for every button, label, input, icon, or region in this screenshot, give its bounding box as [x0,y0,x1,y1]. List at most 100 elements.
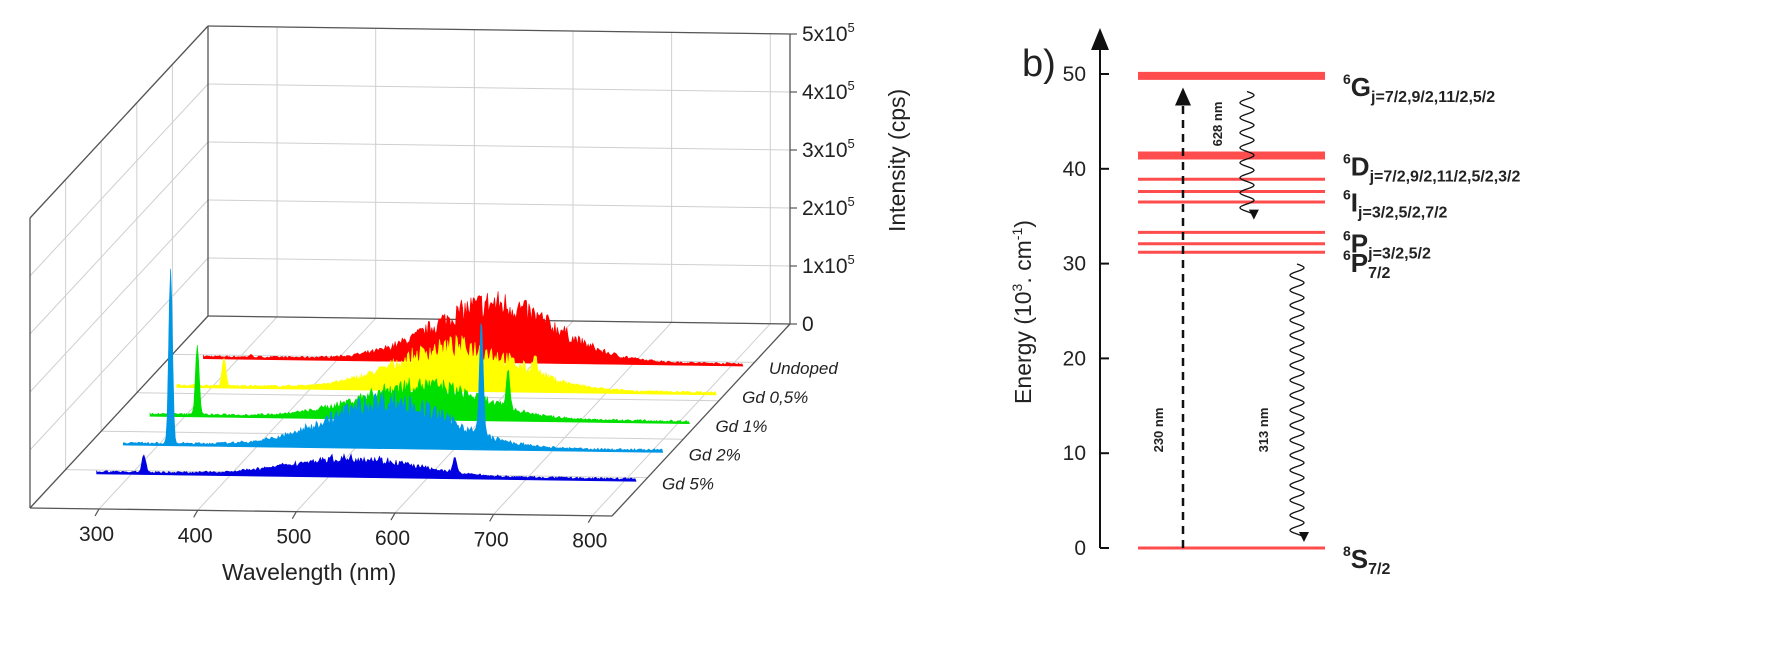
z-tick-mantissa: 2x10 [802,197,848,220]
emission-wavy-arrow [1289,263,1305,538]
x-tick-mark [193,510,199,518]
series-area-gd-2- [123,268,664,453]
panel-b-label: b) [1022,43,1056,85]
floor-grid-depth [591,323,771,517]
axis-box-edge [29,25,209,219]
y-tick-label: 40 [1063,158,1086,181]
axis-box-edge [207,25,791,35]
y-axis-title-part: . cm [1010,240,1036,283]
z-tick-exponent: 5 [848,78,855,93]
z-tick-mantissa: 5x10 [802,23,848,46]
level-label-sup: 6 [1343,151,1351,167]
chart-a-series [96,268,744,482]
level-label-sub: j=7/2,9/2,11/2,5/2,3/2 [1369,169,1521,186]
y-axis-title-part: 3 [1009,283,1025,291]
x-tick-mark [587,515,593,524]
arrow-head-down-icon [1248,209,1259,220]
x-tick-mark [94,508,100,517]
x-axis-title: Wavelength (nm) [222,559,396,585]
level-label-term: P [1351,248,1368,278]
z-tick-mantissa: 0 [802,313,814,336]
z-axis-title: Intensity (cps) [884,89,910,232]
x-tick-label: 400 [178,524,213,547]
side-wall-grid [29,83,209,277]
x-tick-label: 600 [375,527,410,550]
side-wall-grid [29,257,209,451]
y-axis-title: Energy (103. cm-1) [1009,220,1036,404]
z-tick-exponent: 5 [848,136,855,151]
series-label: Gd 0,5% [742,388,808,407]
x-tick-mark [390,512,396,521]
back-wall-grid-h [207,199,791,209]
level-label-sup: 8 [1343,543,1351,559]
energy-level-label: 6Gj=7/2,9/2,11/2,5/2 [1343,71,1495,106]
side-wall-grid [29,141,209,335]
chart-b-axis: b) 0 10 20 30 40 50 Energy (103. cm-1) [1009,28,1109,560]
z-tick-exponent: 5 [848,194,855,209]
series-label: Gd 2% [689,446,741,465]
y-axis-arrow-icon [1091,28,1109,50]
y-tick-label: 50 [1063,63,1086,86]
energy-level-label: 6Dj=7/2,9/2,11/2,5/2,3/2 [1343,151,1520,186]
y-axis-title-part: Energy (10 [1010,291,1036,404]
series-area-gd-1- [149,344,690,425]
energy-level-label: 6Pj=3/2,5/2 [1343,227,1431,262]
z-tick-label: 0 [802,313,814,336]
z-tick-label: 2x105 [802,194,855,220]
y-tick-label: 30 [1063,253,1086,276]
transition-label: 230 nm [1151,408,1166,453]
axis-box-edge [611,323,791,517]
z-tick-label: 1x105 [802,252,855,278]
y-axis-title-part: -1 [1009,228,1025,241]
x-tick-label: 300 [79,523,114,546]
chart-a-frame [29,25,797,524]
arrow-head-up-icon [1175,87,1191,106]
y-tick-label: 0 [1074,537,1086,560]
x-tick-label: 700 [474,528,509,551]
z-tick-exponent: 5 [848,20,855,35]
level-label-term: S [1351,544,1368,574]
arrow-head-down-icon [1298,532,1309,542]
energy-level-label: 6Ij=3/2,5/2,7/2 [1343,187,1448,222]
back-wall-grid-h [207,257,791,267]
z-tick-exponent: 5 [848,252,855,267]
level-label-sub: j=3/2,5/2 [1367,245,1431,262]
level-label-sup: 6 [1343,187,1351,203]
level-label-sub: 7/2 [1368,561,1390,578]
level-label-sub: j=3/2,5/2,7/2 [1357,205,1448,222]
energy-level-label: 8S7/2 [1343,543,1390,578]
back-wall-grid-h [207,141,791,151]
level-label-term: P [1351,228,1368,258]
floor-grid-depth [98,316,278,510]
y-tick-label: 20 [1063,347,1086,370]
chart-a-labels: Undoped Gd 0,5% Gd 1% Gd 2% Gd 5% 300 400 500 60… [79,20,910,585]
transition-label: 313 nm [1256,408,1271,453]
chart-b-levels: 8S7/26P7/26Pj=3/2,5/26Ij=3/2,5/2,7/26Dj=… [1138,71,1520,578]
emission-wavy-arrow [1239,90,1255,216]
series-label: Gd 1% [715,417,767,436]
level-label-term: G [1351,72,1371,102]
z-tick-mantissa: 1x10 [802,255,848,278]
series-label: Gd 5% [662,474,714,493]
x-tick-mark [489,514,495,522]
y-tick-label: 10 [1063,442,1086,465]
axis-box-edge [29,315,209,509]
level-label-sup: 6 [1343,71,1351,87]
series-area-undoped [203,291,744,367]
level-label-term: I [1351,188,1358,218]
energy-level-label: 6P7/2 [1343,247,1390,282]
level-label-sub: 7/2 [1368,265,1390,282]
level-label-term: D [1351,152,1370,182]
z-tick-label: 5x105 [802,20,855,46]
z-tick-label: 4x105 [802,78,855,104]
level-label-sup: 6 [1343,247,1351,263]
level-label-sup: 6 [1343,227,1351,243]
axis-box-edge [29,507,613,517]
series-area-gd-0-5- [176,334,717,396]
transition-label: 628 nm [1210,102,1225,147]
chart-b-transitions: 230 nm 628 nm 313 nm [1151,87,1309,548]
series-area-gd-5- [96,453,637,482]
z-tick-mantissa: 3x10 [802,139,848,162]
